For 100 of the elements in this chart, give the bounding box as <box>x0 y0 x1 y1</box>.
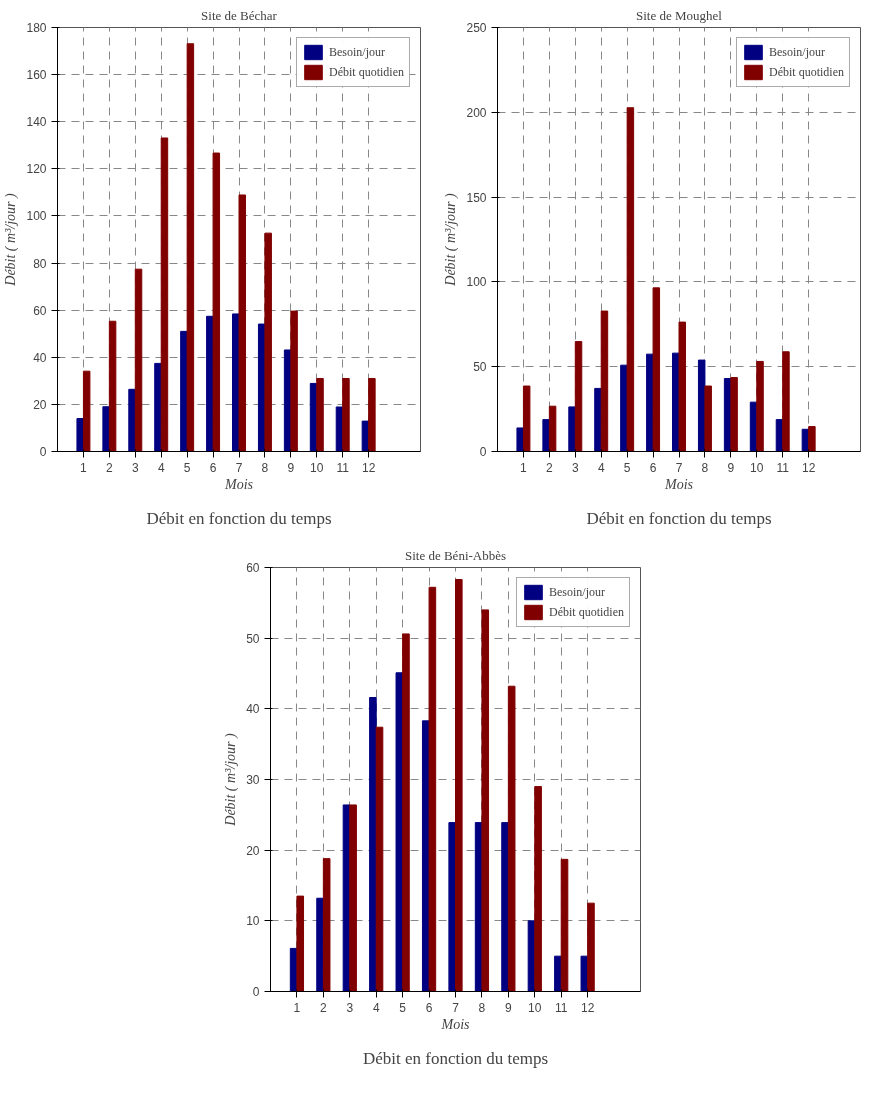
bar <box>516 427 524 452</box>
x-tick-label: 3 <box>346 1000 354 1015</box>
legend-label: Débit quotidien <box>549 604 624 620</box>
y-tick-label: 120 <box>26 162 47 177</box>
bar <box>652 287 661 452</box>
bar <box>560 858 569 992</box>
x-tick-label: 3 <box>571 460 579 475</box>
y-tick-label: 150 <box>466 190 487 205</box>
bar <box>580 955 589 992</box>
bar <box>102 406 110 452</box>
y-tick-label: 20 <box>246 843 260 858</box>
x-tick-label: 1 <box>80 460 88 475</box>
x-tick-label: 8 <box>478 1000 486 1015</box>
y-tick-label: 140 <box>26 115 47 130</box>
x-tick-label: 2 <box>320 1000 328 1015</box>
bar <box>186 43 195 452</box>
x-tick-label: 5 <box>399 1000 407 1015</box>
y-tick-label: 180 <box>26 21 47 35</box>
bar <box>808 426 816 452</box>
x-tick-label: 8 <box>701 460 709 475</box>
x-tick-label: 7 <box>675 460 683 475</box>
bar <box>108 320 117 452</box>
x-tick-label: 2 <box>106 460 114 475</box>
y-axis-title: Débit ( m³/jour ) <box>443 192 460 287</box>
x-tick-label: 3 <box>131 460 139 475</box>
x-tick-label: 7 <box>235 460 243 475</box>
bar <box>368 377 376 452</box>
y-axis-title: Débit ( m³/jour ) <box>223 732 240 827</box>
x-tick-label: 4 <box>372 1000 380 1015</box>
x-tick-label: 12 <box>580 1000 595 1015</box>
y-tick-label: 100 <box>466 275 487 290</box>
y-tick-label: 0 <box>479 445 487 459</box>
x-tick-label: 9 <box>287 460 295 475</box>
y-tick-label: 30 <box>246 773 260 787</box>
bar <box>238 194 246 452</box>
x-tick-label: 11 <box>776 460 790 475</box>
bar <box>542 419 550 452</box>
bar <box>534 786 542 992</box>
bar <box>587 902 595 992</box>
y-tick-label: 80 <box>33 256 47 271</box>
y-tick-label: 60 <box>33 303 47 318</box>
bar <box>160 137 169 452</box>
x-axis-title: Mois <box>664 476 694 492</box>
y-tick-label: 100 <box>26 209 47 224</box>
x-tick-label: 9 <box>505 1000 513 1015</box>
x-tick-label: 11 <box>554 1000 568 1015</box>
text: Débit en fonction du temps <box>586 509 772 528</box>
y-tick-label: 60 <box>246 561 260 575</box>
legend-label: Besoin/jour <box>769 44 825 60</box>
bar <box>369 697 377 992</box>
x-tick-label: 11 <box>336 460 350 475</box>
bar <box>600 310 609 452</box>
bar <box>134 268 143 452</box>
bar <box>626 107 635 452</box>
x-tick-label: 5 <box>623 460 631 475</box>
x-tick-label: 6 <box>649 460 657 475</box>
legend-label: Besoin/jour <box>549 584 605 600</box>
x-tick-label: 1 <box>520 460 528 475</box>
x-tick-label: 12 <box>361 460 376 475</box>
chart-title: Site de Béchar <box>201 7 278 23</box>
y-tick-label: 20 <box>33 397 47 412</box>
y-tick-label: 50 <box>246 631 260 646</box>
y-tick-label: 250 <box>466 21 487 35</box>
y-tick-label: 40 <box>33 350 47 365</box>
legend-label: Débit quotidien <box>769 64 844 80</box>
x-tick-label: 1 <box>293 1000 301 1015</box>
x-tick-label: 8 <box>261 460 269 475</box>
chart-title: Site de Béni-Abbès <box>404 547 507 563</box>
x-tick-label: 4 <box>597 460 605 475</box>
bar <box>375 726 384 992</box>
bar <box>756 360 764 452</box>
bar <box>128 388 136 452</box>
y-tick-label: 0 <box>252 985 260 999</box>
x-tick-label: 6 <box>425 1000 433 1015</box>
bar <box>82 370 91 452</box>
bar <box>296 895 305 992</box>
y-tick-label: 200 <box>466 105 487 120</box>
bar <box>594 387 602 452</box>
bar <box>501 822 509 992</box>
text: Débit en fonction du temps <box>146 509 332 528</box>
bar <box>316 897 324 992</box>
bar <box>548 405 557 452</box>
bar <box>212 152 221 452</box>
bar <box>402 633 410 992</box>
x-tick-label: 9 <box>727 460 735 475</box>
y-tick-label: 0 <box>39 445 47 459</box>
bar <box>349 804 357 992</box>
x-tick-label: 2 <box>546 460 554 475</box>
y-axis-title: Débit ( m³/jour ) <box>3 192 20 287</box>
bar <box>448 822 456 992</box>
bar <box>704 385 712 452</box>
bar <box>322 858 331 992</box>
y-tick-label: 50 <box>473 360 487 375</box>
bar <box>730 377 738 452</box>
bar <box>455 579 463 992</box>
x-tick-label: 10 <box>310 460 324 475</box>
x-tick-label: 10 <box>750 460 764 475</box>
bar <box>316 377 324 452</box>
bar <box>568 406 576 452</box>
legend-label: Débit quotidien <box>329 64 404 80</box>
